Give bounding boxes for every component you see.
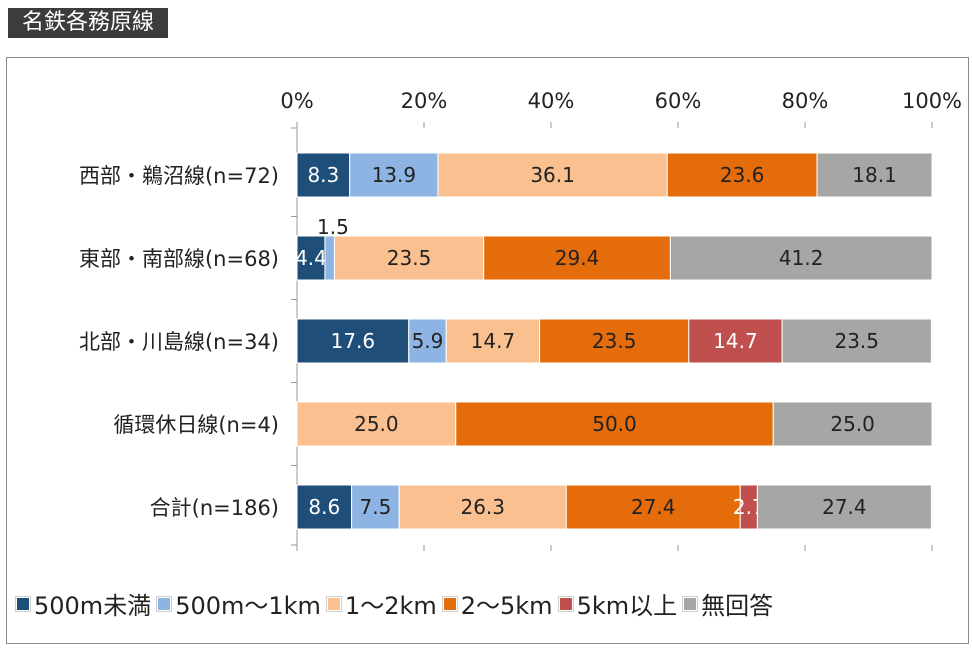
legend-item: 500m～1km [157, 586, 321, 621]
bar-segment [437, 152, 668, 198]
x-tick-label: 20% [401, 89, 448, 113]
data-label: 5.9 [412, 329, 444, 353]
data-label: 23.5 [834, 329, 879, 353]
data-label: 1.5 [317, 215, 349, 239]
data-label: 41.2 [779, 246, 824, 270]
bar-segment [483, 235, 671, 281]
bar-segment [351, 484, 400, 530]
data-label: 50.0 [592, 412, 637, 436]
bar-segment [324, 235, 335, 281]
legend-swatch [326, 596, 341, 611]
data-label: 25.0 [354, 412, 399, 436]
data-label: 36.1 [530, 163, 575, 187]
legend-label: 5km以上 [576, 592, 678, 620]
legend-label: 500m～1km [175, 592, 321, 620]
data-label: 23.5 [387, 246, 432, 270]
legend-label: 2～5km [460, 592, 553, 620]
bar-segment [455, 401, 774, 447]
category-label: 合計(n=186) [150, 496, 279, 520]
category-label: 東部・南部線(n=68) [79, 247, 279, 271]
legend-item: 5km以上 [558, 586, 678, 621]
legend-item: 無回答 [683, 586, 773, 621]
bar-segment [772, 401, 933, 447]
bar-segment [816, 152, 933, 198]
bar-segment [408, 318, 447, 364]
x-tick-label: 80% [782, 89, 829, 113]
category-label: 北部・川島線(n=34) [79, 330, 279, 354]
bar-segment [688, 318, 783, 364]
data-label: 18.1 [852, 163, 897, 187]
x-tick-label: 40% [528, 89, 575, 113]
legend-label: 500m未満 [34, 592, 152, 620]
data-label: 7.5 [360, 495, 392, 519]
bar-segment [349, 152, 439, 198]
legend-label: 無回答 [701, 592, 774, 620]
data-label: 23.5 [592, 329, 637, 353]
data-label: 8.6 [308, 495, 340, 519]
legend-swatch [558, 596, 573, 611]
x-tick-label: 60% [655, 89, 702, 113]
bar-segment [333, 235, 485, 281]
bar-segment [296, 318, 410, 364]
bar-segment [445, 318, 541, 364]
bar-segment [296, 401, 457, 447]
x-tick-label: 100% [902, 89, 962, 113]
bar-segment [781, 318, 932, 364]
legend-swatch [157, 596, 172, 611]
legend: 500m未満 500m～1km 1～2km 2～5km 5km以上 無回答 [16, 586, 779, 621]
legend-item: 500m未満 [16, 586, 151, 621]
data-label: 29.4 [555, 246, 600, 270]
legend-item: 1～2km [326, 586, 437, 621]
category-label: 循環休日線(n=4) [113, 413, 279, 437]
chart-title: 名鉄各務原線 [8, 8, 169, 38]
data-label: 25.0 [830, 412, 875, 436]
data-label: 27.4 [631, 495, 676, 519]
x-tick-label: 0% [280, 89, 313, 113]
bar-segment [296, 235, 326, 281]
legend-swatch [683, 596, 698, 611]
category-label: 西部・鵜沼線(n=72) [79, 164, 279, 188]
data-label: 14.7 [713, 329, 758, 353]
data-label: 17.6 [331, 329, 376, 353]
bar-segment [296, 152, 351, 198]
bar-segment [539, 318, 690, 364]
data-label: 4.4 [295, 246, 327, 270]
legend-label: 1～2km [344, 592, 437, 620]
legend-item: 2～5km [442, 586, 553, 621]
bar-segment [669, 235, 933, 281]
legend-swatch [16, 596, 30, 611]
data-label: 8.3 [307, 163, 339, 187]
bar-segment [756, 484, 932, 530]
data-label: 27.4 [822, 495, 867, 519]
legend-swatch [442, 596, 457, 611]
data-label: 13.9 [372, 163, 417, 187]
bar-segment [565, 484, 741, 530]
data-label: 14.7 [471, 329, 516, 353]
data-label: 23.6 [720, 163, 765, 187]
data-label: 26.3 [460, 495, 505, 519]
